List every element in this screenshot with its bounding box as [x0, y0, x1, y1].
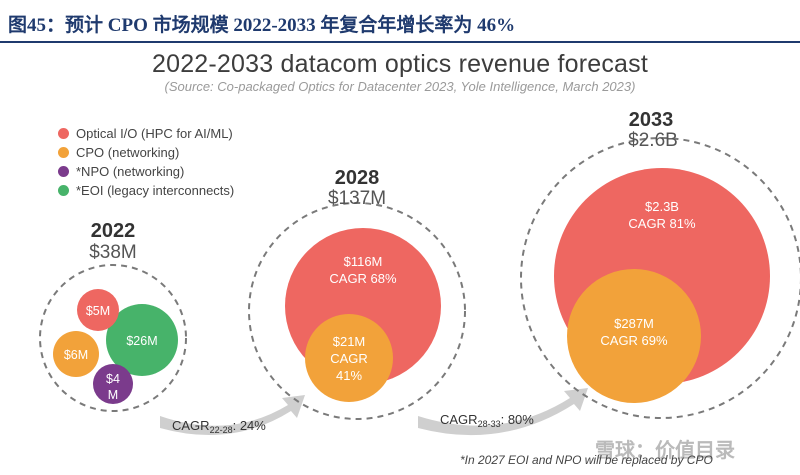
total-label-2028: $137M [328, 188, 386, 209]
arrow-cagr-value: : 80% [501, 412, 535, 427]
segment-value-2028-0: $116M [344, 254, 383, 269]
chart-subtitle: (Source: Co-packaged Optics for Datacent… [164, 79, 636, 94]
segment-cagr-2028-0: CAGR 68% [329, 271, 397, 286]
bubble-2022-3 [93, 364, 133, 404]
year-label-2028: 2028 [335, 167, 380, 189]
legend-swatch-optical-io [58, 128, 69, 139]
segment-value-2022-2: $6M [64, 348, 88, 362]
segment-value-2033-0: $2.3B [645, 199, 679, 214]
total-label-2033: $2.6B [628, 130, 678, 151]
segment-value-2022-1: $5M [86, 304, 110, 318]
arrow-cagr-text: CAGR [172, 418, 210, 433]
arrow-cagr-text: CAGR [440, 412, 478, 427]
segment-value-2028-1: $21M [333, 334, 366, 349]
footnote: *In 2027 EOI and NPO will be replaced by… [460, 453, 713, 467]
segment-cagr-2033-0: CAGR 81% [628, 216, 696, 231]
bubble-2022-2 [53, 331, 99, 377]
dashed-ring-2028 [248, 202, 466, 420]
dashed-ring-2022 [39, 264, 187, 412]
legend-label-cpo: CPO (networking) [76, 145, 180, 160]
year-label-2033: 2033 [629, 109, 674, 131]
arrow-cagr-period: 22-28 [210, 425, 233, 435]
chart-legend: Optical I/O (HPC for AI/ML) CPO (network… [58, 124, 234, 200]
bubble-2022-1 [77, 289, 119, 331]
figure-caption: 图45：预计 CPO 市场规模 2022-2033 年复合年增长率为 46% [8, 15, 516, 36]
growth-arrow-2028-2033 [418, 388, 588, 436]
bubble-2022-0 [106, 304, 178, 376]
segment-value-2022-0: $26M [126, 334, 157, 348]
arrow-cagr-label-2028-2033: CAGR28-33: 80% [440, 412, 534, 429]
caption-divider [0, 41, 800, 43]
legend-item-eoi: *EOI (legacy interconnects) [58, 181, 234, 200]
legend-label-npo: *NPO (networking) [76, 164, 185, 179]
legend-label-eoi: *EOI (legacy interconnects) [76, 183, 235, 198]
segment-cagr-2028-1-a: CAGR [330, 351, 368, 366]
chart-title: 2022-2033 datacom optics revenue forecas… [151, 50, 648, 78]
watermark: 雪球：价值目录 [595, 440, 735, 462]
arrow-cagr-value: : 24% [233, 418, 267, 433]
segment-value-2033-1: $287M [614, 316, 654, 331]
growth-arrow-2022-2028 [160, 395, 305, 436]
bubble-2033-1 [567, 269, 701, 403]
legend-swatch-npo [58, 166, 69, 177]
legend-item-optical-io: Optical I/O (HPC for AI/ML) [58, 124, 234, 143]
segment-value-2022-3-b: M [108, 388, 118, 402]
year-label-2022: 2022 [91, 220, 136, 242]
arrow-cagr-period: 28-33 [478, 419, 501, 429]
segment-cagr-2033-1: CAGR 69% [600, 333, 668, 348]
legend-label-optical-io: Optical I/O (HPC for AI/ML) [76, 126, 233, 141]
segment-cagr-2028-1-b: 41% [336, 368, 362, 383]
total-label-2022: $38M [89, 242, 137, 263]
segment-value-2022-3-a: $4 [106, 372, 120, 386]
arrow-cagr-label-2022-2028: CAGR22-28: 24% [172, 418, 266, 435]
legend-item-npo: *NPO (networking) [58, 162, 234, 181]
bubble-2028-1 [305, 314, 393, 402]
legend-item-cpo: CPO (networking) [58, 143, 234, 162]
legend-swatch-cpo [58, 147, 69, 158]
legend-swatch-eoi [58, 185, 69, 196]
